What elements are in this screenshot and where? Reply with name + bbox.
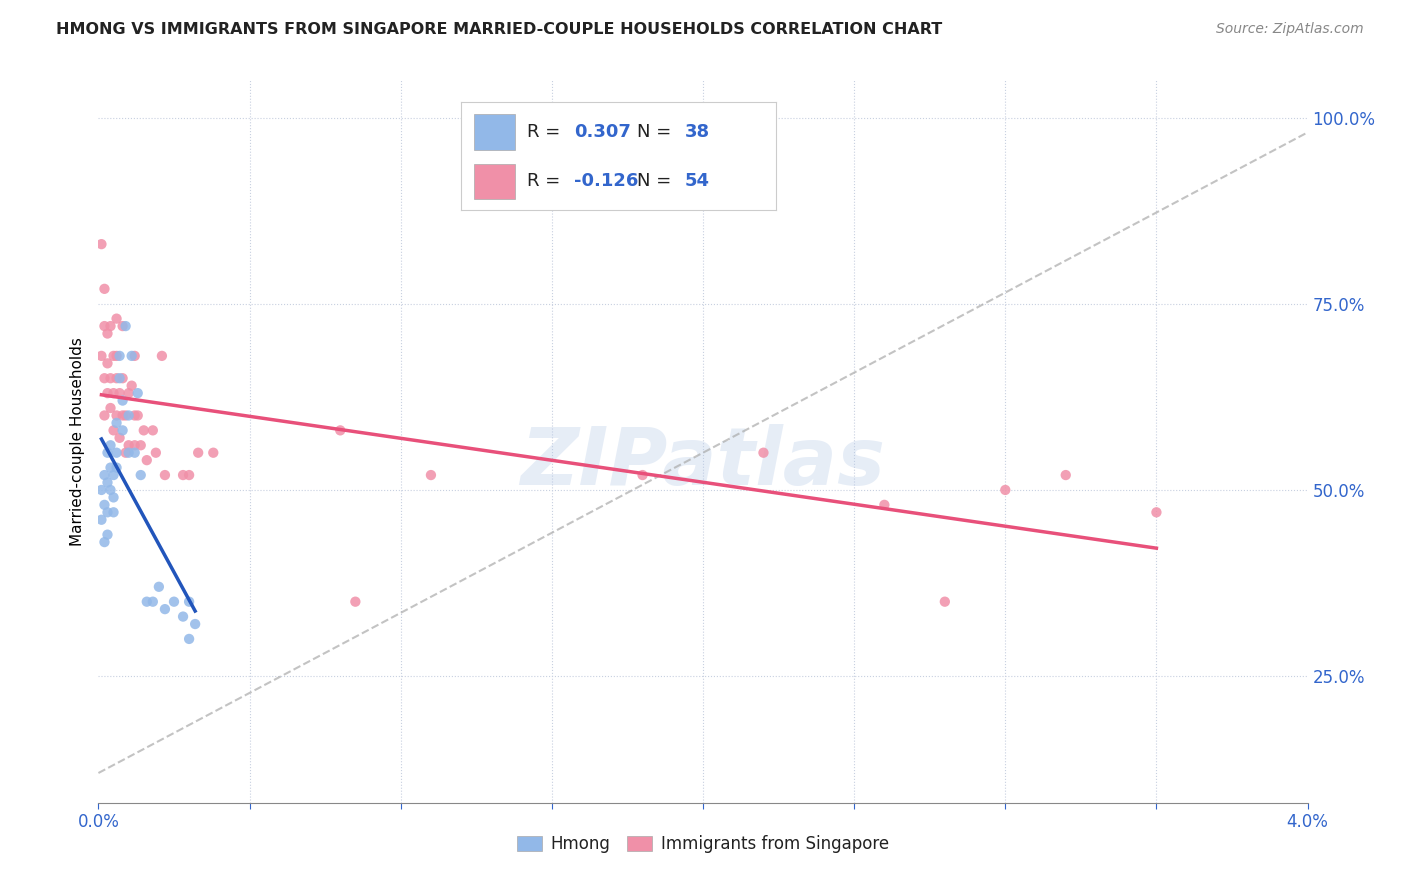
Point <box>108 386 131 401</box>
Text: ZIPatlas: ZIPatlas <box>520 425 886 502</box>
Point <box>172 468 194 483</box>
Point <box>105 311 128 326</box>
Point <box>142 595 165 609</box>
Point <box>93 468 115 483</box>
Point <box>111 393 134 408</box>
Point <box>202 446 225 460</box>
Point <box>184 617 207 632</box>
Point <box>179 632 201 646</box>
Point <box>1054 468 1077 483</box>
Point <box>93 371 115 385</box>
Point <box>105 460 128 475</box>
Point <box>934 595 956 609</box>
Point <box>150 349 173 363</box>
Point <box>100 371 122 385</box>
Point <box>129 438 152 452</box>
Point <box>93 498 115 512</box>
Point <box>145 446 167 460</box>
Point <box>111 423 134 437</box>
Point <box>135 595 157 609</box>
Point <box>103 349 125 363</box>
Point <box>179 468 201 483</box>
Point <box>118 438 141 452</box>
Point <box>100 483 122 497</box>
Point <box>100 460 122 475</box>
Text: Source: ZipAtlas.com: Source: ZipAtlas.com <box>1216 22 1364 37</box>
Point <box>105 349 128 363</box>
Point <box>93 319 115 334</box>
Point <box>172 609 194 624</box>
Point <box>111 409 134 423</box>
Point <box>96 356 118 370</box>
Point <box>118 409 141 423</box>
Point <box>103 491 125 505</box>
Point <box>153 468 176 483</box>
Point <box>103 505 125 519</box>
Point <box>121 349 143 363</box>
Point <box>96 475 118 490</box>
Point <box>127 409 149 423</box>
Point <box>631 468 654 483</box>
Point <box>105 371 128 385</box>
Point <box>129 468 152 483</box>
Point <box>90 237 112 252</box>
Point <box>124 349 146 363</box>
Point <box>124 446 146 460</box>
Point <box>100 319 122 334</box>
Point <box>118 446 141 460</box>
Point <box>114 446 136 460</box>
Point <box>105 409 128 423</box>
Point <box>96 386 118 401</box>
Point <box>105 446 128 460</box>
Point <box>111 319 134 334</box>
Point <box>108 371 131 385</box>
Point <box>103 423 125 437</box>
Point <box>118 386 141 401</box>
Point <box>90 513 112 527</box>
Point <box>329 423 352 437</box>
Point <box>108 431 131 445</box>
Point <box>187 446 209 460</box>
Point <box>103 386 125 401</box>
Point <box>114 319 136 334</box>
Point <box>994 483 1017 497</box>
Point <box>148 580 170 594</box>
Point <box>93 535 115 549</box>
Point <box>108 349 131 363</box>
Point <box>100 438 122 452</box>
Text: HMONG VS IMMIGRANTS FROM SINGAPORE MARRIED-COUPLE HOUSEHOLDS CORRELATION CHART: HMONG VS IMMIGRANTS FROM SINGAPORE MARRI… <box>56 22 942 37</box>
Point <box>420 468 443 483</box>
Point <box>111 371 134 385</box>
Point <box>153 602 176 616</box>
Point <box>142 423 165 437</box>
Point <box>135 453 157 467</box>
Point <box>163 595 186 609</box>
Point <box>96 326 118 341</box>
Point <box>179 595 201 609</box>
Point <box>100 401 122 415</box>
Point <box>90 483 112 497</box>
Point <box>96 527 118 541</box>
Point <box>90 349 112 363</box>
Legend: Hmong, Immigrants from Singapore: Hmong, Immigrants from Singapore <box>510 828 896 860</box>
Point <box>93 282 115 296</box>
Point <box>105 416 128 430</box>
Point <box>752 446 775 460</box>
Point <box>127 386 149 401</box>
Point <box>1146 505 1168 519</box>
Y-axis label: Married-couple Households: Married-couple Households <box>69 337 84 546</box>
Point <box>124 409 146 423</box>
Point <box>103 468 125 483</box>
Point <box>344 595 367 609</box>
Point <box>93 409 115 423</box>
Point <box>124 438 146 452</box>
Point <box>114 409 136 423</box>
Point <box>96 446 118 460</box>
Point <box>132 423 155 437</box>
Point <box>873 498 896 512</box>
Point <box>96 505 118 519</box>
Point <box>121 378 143 392</box>
